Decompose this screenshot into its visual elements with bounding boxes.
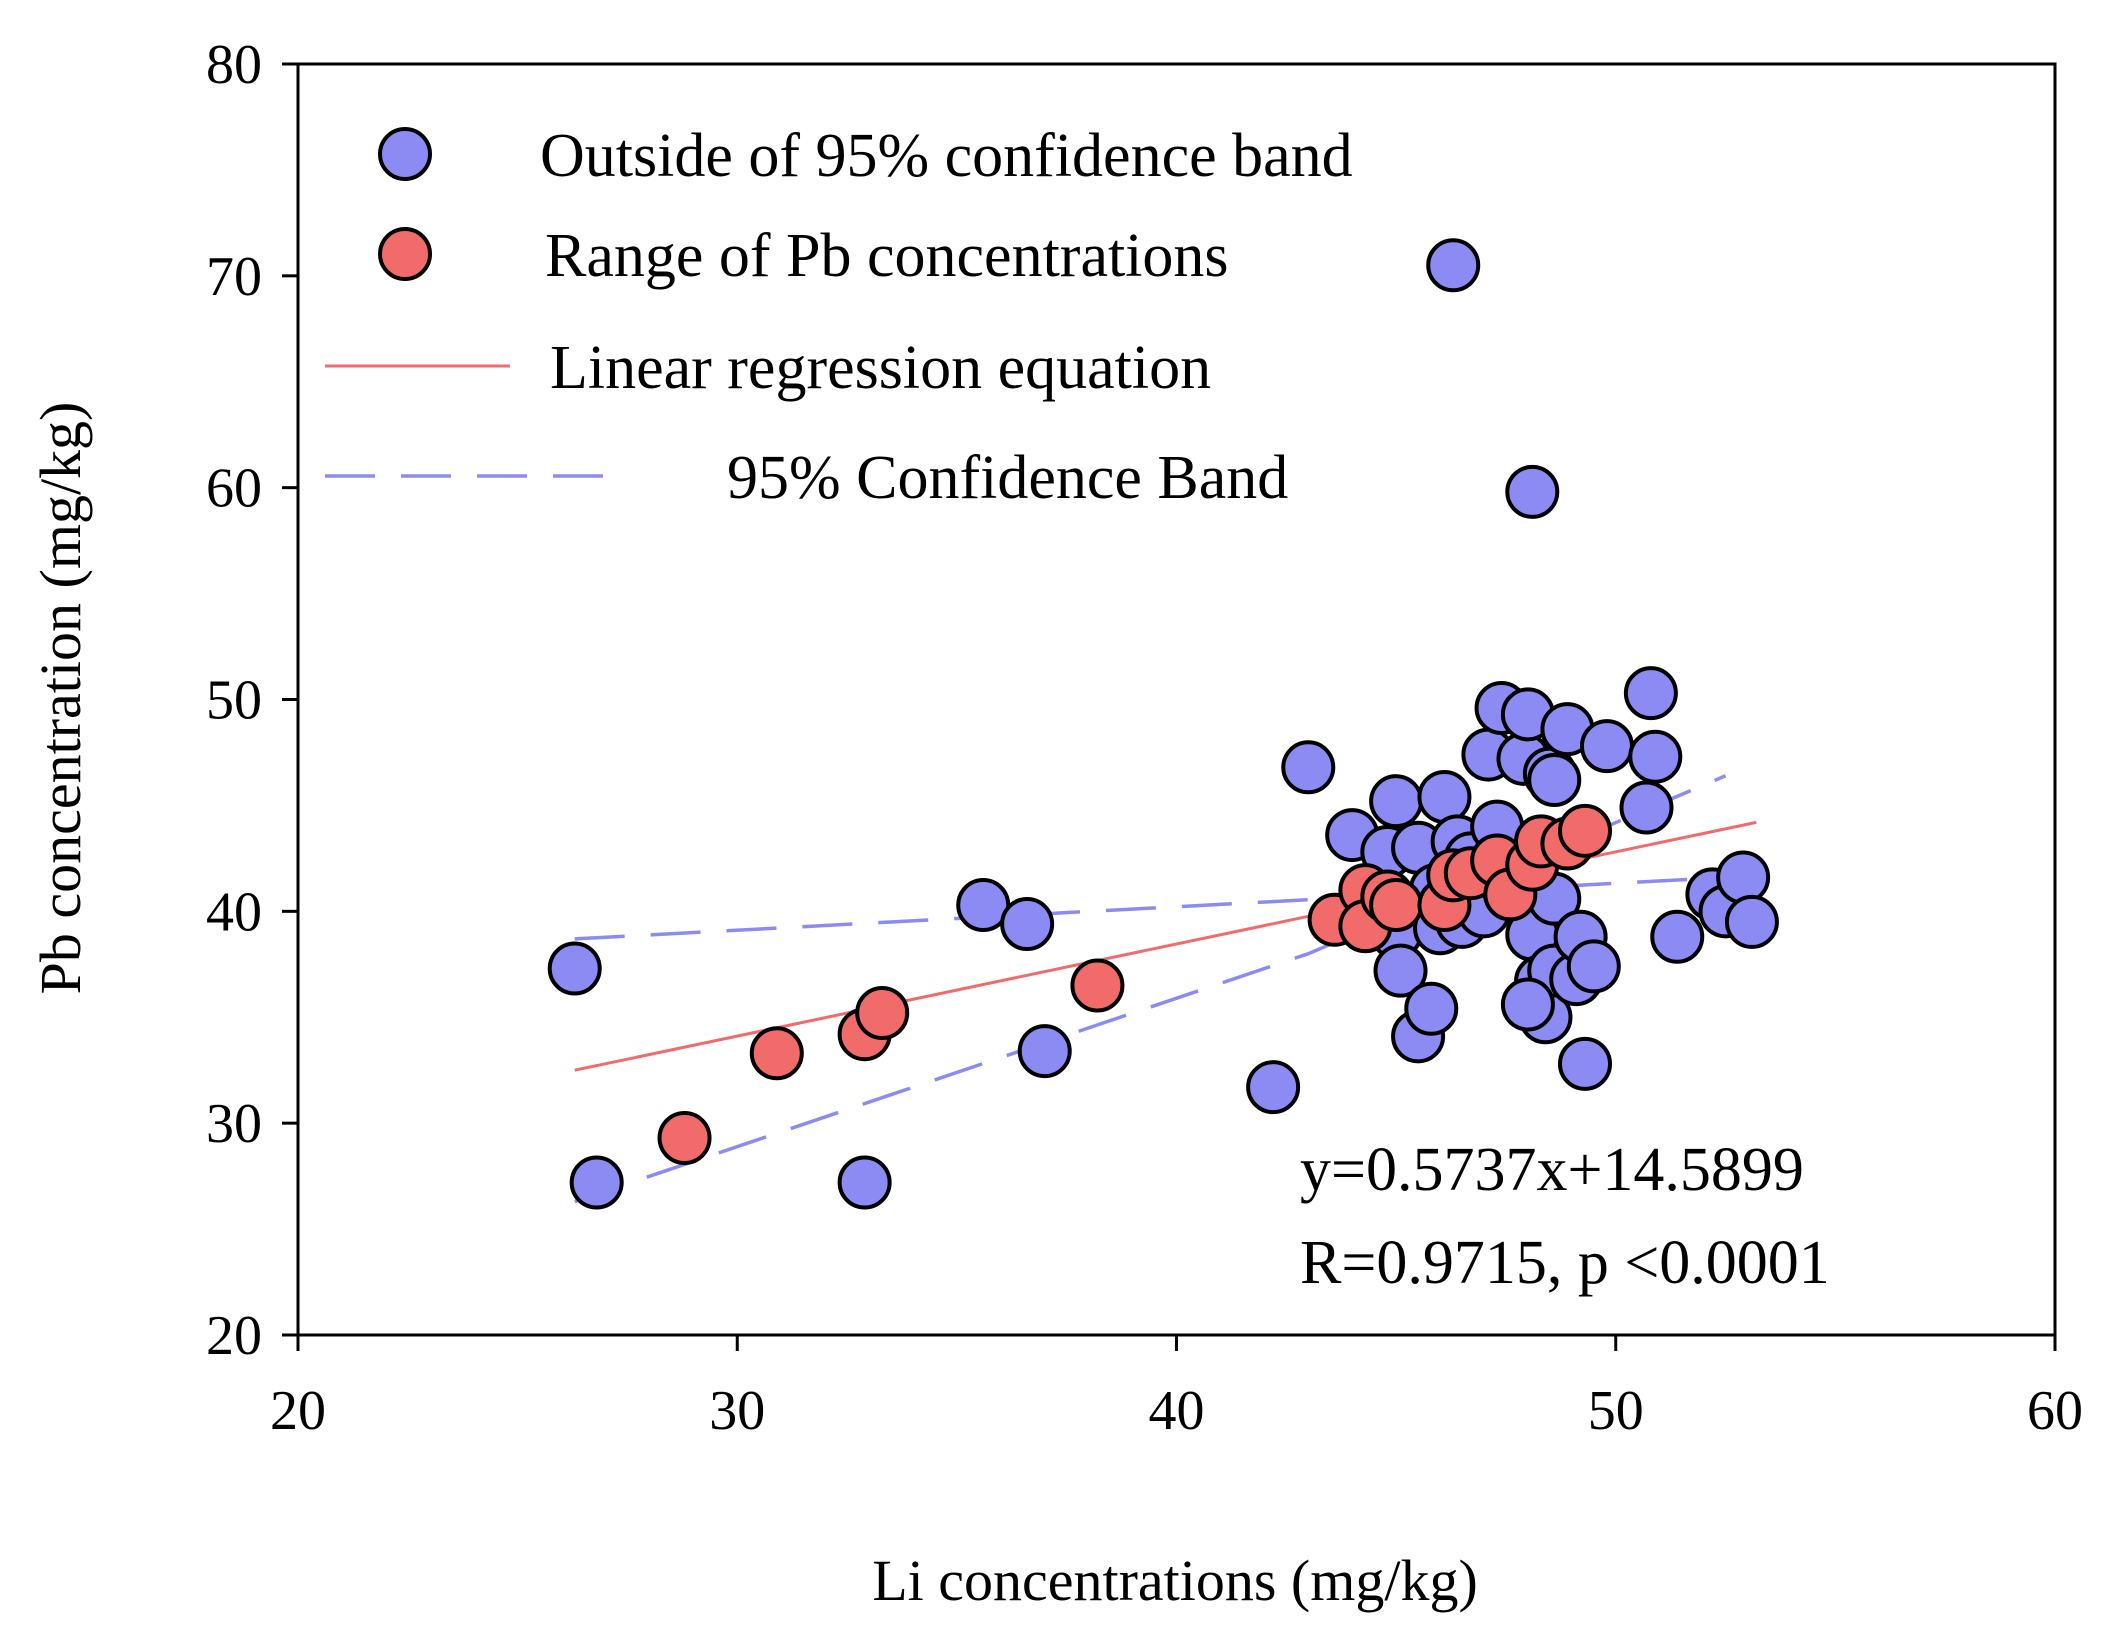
x-tick-label: 30: [709, 1380, 765, 1442]
point-outside-band: [1623, 666, 1678, 721]
point-outside-band: [1404, 981, 1459, 1036]
point-outside-band: [1579, 719, 1634, 774]
y-tick-label: 40: [206, 881, 262, 943]
x-tick-label: 40: [1149, 1380, 1205, 1442]
point-outside-band: [1505, 464, 1560, 519]
point-outside-band: [1417, 769, 1472, 824]
axis-ticks: 20 30 40 50 60 20 30 40 50 60 70 80: [206, 34, 2083, 1442]
point-outside-band: [1373, 943, 1428, 998]
point-pb-range: [1070, 958, 1125, 1013]
point-outside-band: [1281, 740, 1336, 795]
point-outside-band: [1000, 897, 1055, 952]
x-tick-label: 20: [270, 1380, 326, 1442]
data-points: [547, 238, 1779, 1210]
legend-label: Outside of 95% confidence band: [540, 122, 1353, 190]
y-tick-label: 80: [206, 34, 262, 96]
legend-marker: [378, 127, 432, 181]
point-outside-band: [837, 1155, 892, 1210]
y-tick-label: 70: [206, 246, 262, 308]
legend-label: Range of Pb concentrations: [545, 222, 1229, 290]
legend-label: Linear regression equation: [550, 334, 1211, 402]
point-pb-range: [749, 1026, 804, 1081]
point-outside-band: [1017, 1024, 1072, 1079]
point-outside-band: [569, 1155, 624, 1210]
point-outside-band: [1558, 1036, 1613, 1091]
legend-label: 95% Confidence Band: [727, 444, 1288, 512]
point-pb-range: [1369, 877, 1424, 932]
point-outside-band: [1724, 894, 1779, 949]
y-tick-label: 30: [206, 1093, 262, 1155]
point-pb-range: [657, 1110, 712, 1165]
point-outside-band: [1246, 1060, 1301, 1115]
point-outside-band: [1716, 850, 1771, 905]
y-tick-label: 50: [206, 670, 262, 732]
point-outside-band: [1500, 977, 1555, 1032]
y-tick-label: 20: [206, 1305, 262, 1367]
point-pb-range: [1558, 803, 1613, 858]
point-outside-band: [1628, 729, 1683, 784]
point-outside-band: [1619, 780, 1674, 835]
y-axis-label: Pb concentration (mg/kg): [28, 402, 93, 995]
point-outside-band: [547, 941, 602, 996]
x-tick-label: 50: [1588, 1380, 1644, 1442]
point-outside-band: [1527, 752, 1582, 807]
point-outside-band: [1650, 909, 1705, 964]
legend-marker: [378, 227, 432, 281]
x-tick-label: 60: [2027, 1380, 2083, 1442]
point-outside-band: [1426, 238, 1481, 293]
legend: Outside of 95% confidence band Range of P…: [325, 122, 1353, 512]
point-pb-range: [855, 986, 910, 1041]
x-axis-label: Li concentrations (mg/kg): [872, 1548, 1478, 1613]
point-outside-band: [1566, 939, 1621, 994]
regression-statistics: R=0.9715, p <0.0001: [1300, 1229, 1830, 1297]
regression-equation: y=0.5737x+14.5899: [1300, 1136, 1804, 1204]
y-tick-label: 60: [206, 458, 262, 520]
point-outside-band: [1369, 774, 1424, 829]
